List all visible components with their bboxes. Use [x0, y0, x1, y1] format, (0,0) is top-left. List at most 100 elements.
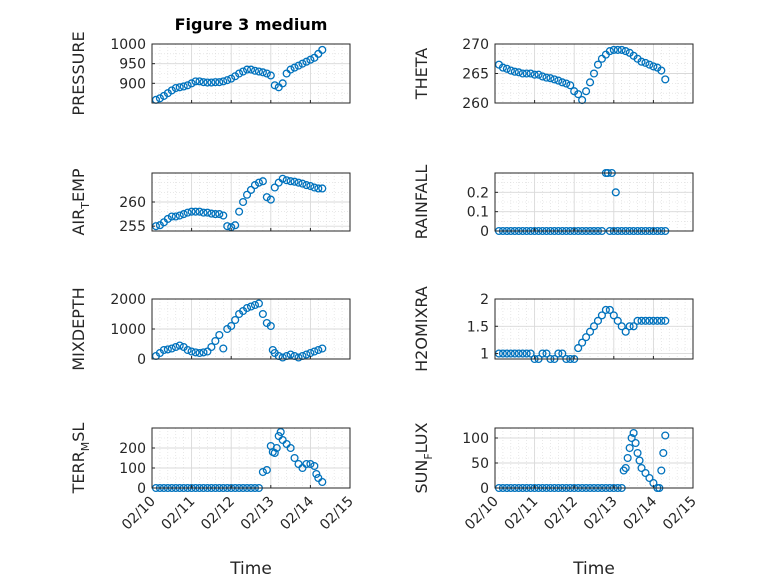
data-point: [641, 58, 650, 67]
y-tick-label: 255: [119, 219, 146, 235]
data-point: [633, 448, 642, 458]
data-point: [231, 221, 240, 230]
figure-title: Figure 3 medium: [175, 15, 328, 34]
y-tick-label: 100: [462, 431, 489, 447]
data-point: [195, 77, 204, 86]
data-point: [231, 315, 240, 325]
data-point: [191, 207, 200, 216]
data-series: [151, 299, 327, 362]
data-point: [155, 94, 164, 103]
data-point: [657, 66, 666, 75]
data-point: [199, 348, 208, 357]
data-point: [306, 459, 315, 469]
data-point: [637, 57, 646, 66]
data-point: [613, 45, 622, 54]
data-point: [635, 456, 644, 465]
data-point: [645, 60, 654, 69]
data-point: [183, 208, 192, 217]
x-tick-label: 02/12: [198, 494, 238, 534]
data-point: [254, 299, 263, 308]
data-point: [183, 345, 192, 355]
data-point: [314, 184, 323, 193]
data-point: [203, 78, 212, 87]
data-series: [494, 305, 670, 364]
data-point: [242, 190, 252, 199]
data-point: [566, 81, 575, 90]
y-tick-label: 260: [462, 96, 489, 112]
data-point: [542, 73, 551, 82]
data-point: [219, 77, 228, 86]
x-tick-label: 02/12: [541, 494, 581, 534]
data-point: [266, 195, 275, 204]
data-point: [191, 77, 200, 86]
data-point: [625, 443, 634, 453]
grid: [494, 172, 694, 232]
data-point: [641, 316, 650, 325]
data-point: [597, 54, 606, 63]
data-point: [163, 345, 172, 354]
data-point: [167, 86, 176, 95]
data-point: [242, 65, 252, 74]
data-point: [211, 210, 220, 219]
data-point: [502, 64, 511, 73]
data-point: [223, 76, 232, 85]
y-tick-label: 100: [119, 461, 146, 477]
data-point: [223, 222, 232, 231]
data-point: [167, 344, 176, 353]
data-point: [191, 348, 200, 357]
data-series: [151, 174, 327, 232]
data-point: [318, 184, 327, 193]
data-point: [207, 78, 216, 87]
axes-box: [494, 427, 694, 489]
data-point: [215, 78, 224, 87]
y-axis-label: AIRTEMP: [69, 168, 92, 235]
data-point: [318, 477, 327, 487]
x-tick-label: 02/11: [502, 494, 542, 534]
x-axis-label-right: Time: [572, 559, 615, 579]
data-point: [578, 338, 587, 347]
y-tick-label: 200: [119, 441, 146, 457]
y-tick-label: 0: [137, 352, 146, 368]
data-point: [657, 466, 666, 475]
y-tick-label: 0.1: [467, 205, 489, 221]
y-tick-label: 0: [480, 481, 489, 497]
data-point: [258, 177, 267, 186]
y-tick-label: 1: [480, 347, 489, 363]
x-tick-label: 02/11: [159, 494, 199, 534]
y-tick-label: 2000: [110, 292, 146, 308]
data-point: [633, 316, 642, 325]
y-axis-label: PRESSURE: [69, 31, 88, 115]
data-point: [254, 178, 263, 187]
data-point: [171, 342, 180, 352]
data-point: [266, 71, 275, 80]
data-point: [629, 428, 638, 438]
data-point: [609, 45, 618, 54]
data-point: [211, 78, 220, 87]
data-point: [518, 69, 527, 78]
data-point: [310, 461, 319, 471]
data-point: [530, 70, 539, 79]
data-point: [306, 55, 315, 64]
data-point: [562, 79, 571, 88]
data-point: [215, 330, 224, 340]
subplot-terr: 0 100 200 02/10 02/11 02/12 02/13 02/14 02/15 TER…: [69, 423, 357, 534]
data-point: [207, 209, 216, 218]
data-point: [653, 316, 662, 325]
data-point: [574, 90, 583, 99]
data-point: [550, 75, 559, 84]
data-point: [318, 344, 327, 353]
data-point: [522, 69, 531, 78]
data-point: [554, 349, 563, 358]
data-point: [526, 349, 535, 358]
data-point: [258, 467, 267, 477]
y-tick-label: 270: [462, 37, 489, 53]
data-point: [270, 448, 279, 458]
data-point: [597, 311, 606, 320]
data-point: [235, 69, 244, 78]
data-point: [227, 321, 236, 331]
data-point: [272, 443, 281, 453]
data-point: [250, 300, 260, 310]
data-point: [195, 348, 204, 358]
data-point: [582, 333, 591, 342]
